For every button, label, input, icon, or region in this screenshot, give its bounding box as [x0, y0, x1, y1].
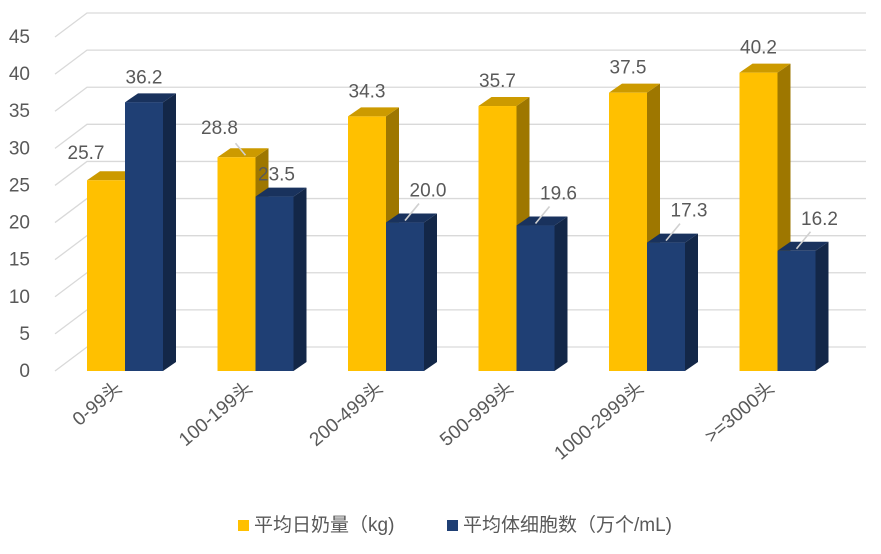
legend: 平均日奶量（kg) 平均体细胞数（万个/mL) — [238, 514, 672, 536]
bar-scc-3 — [516, 216, 568, 371]
gridline-25 — [54, 160, 866, 186]
gridline-30 — [54, 123, 866, 149]
data-label-scc-3: 19.6 — [540, 184, 577, 205]
data-label-scc-1: 23.5 — [258, 165, 295, 186]
y-tick-label-25: 25 — [9, 175, 30, 196]
x-axis-ticks: 0-99头 100-199头 200-499头 500-999头 1000-2999头 >… — [68, 377, 778, 464]
data-labels: 25.7 36.2 28.8 23.5 34.3 20.0 35.7 19.6 37.5 17.3… — [68, 38, 838, 250]
y-tick-label-30: 30 — [9, 138, 30, 159]
bar-scc-0 — [125, 93, 176, 371]
bar-yield-5 — [739, 63, 791, 372]
legend-label-1: 平均体细胞数（万个/mL) — [463, 514, 672, 536]
y-tick-label-35: 35 — [9, 101, 30, 122]
y-tick-label-5: 5 — [19, 324, 30, 345]
data-label-yield-3: 35.7 — [479, 71, 516, 92]
bar-scc-2 — [386, 213, 437, 371]
data-label-scc-5: 16.2 — [801, 209, 838, 230]
x-tick-label-2: 200-499头 — [305, 377, 387, 451]
data-label-yield-4: 37.5 — [610, 58, 647, 79]
y-tick-label-10: 10 — [9, 287, 30, 308]
bar-scc-4 — [647, 233, 698, 371]
legend-label-0: 平均日奶量（kg) — [254, 514, 394, 536]
y-tick-label-0: 0 — [19, 361, 30, 382]
gridline-40 — [54, 49, 866, 75]
bar-scc-1 — [255, 187, 307, 371]
bars — [87, 63, 829, 372]
y-axis-ticks: 0 5 10 15 20 25 30 35 40 45 — [9, 27, 30, 382]
data-label-yield-2: 34.3 — [349, 81, 386, 102]
legend-swatch-1 — [447, 520, 458, 531]
y-tick-label-40: 40 — [9, 64, 30, 85]
data-label-scc-2: 20.0 — [410, 181, 447, 202]
gridline-35 — [54, 86, 866, 112]
data-label-yield-5: 40.2 — [740, 38, 777, 59]
bar-scc-5 — [777, 241, 829, 371]
y-tick-label-15: 15 — [9, 250, 30, 271]
data-label-scc-4: 17.3 — [671, 201, 708, 222]
data-label-yield-0: 25.7 — [68, 143, 105, 164]
data-label-scc-0: 36.2 — [126, 67, 163, 88]
legend-swatch-0 — [238, 520, 249, 531]
gridline-45 — [54, 12, 866, 38]
y-tick-label-45: 45 — [9, 27, 30, 48]
y-tick-label-20: 20 — [9, 213, 30, 234]
x-tick-label-0: 0-99头 — [68, 377, 126, 431]
x-tick-label-4: 1000-2999头 — [550, 377, 648, 464]
data-label-yield-1: 28.8 — [201, 118, 238, 139]
x-tick-label-1: 100-199头 — [175, 377, 257, 451]
x-tick-label-3: 500-999头 — [436, 377, 518, 451]
x-tick-label-5: >=3000头 — [701, 377, 779, 448]
